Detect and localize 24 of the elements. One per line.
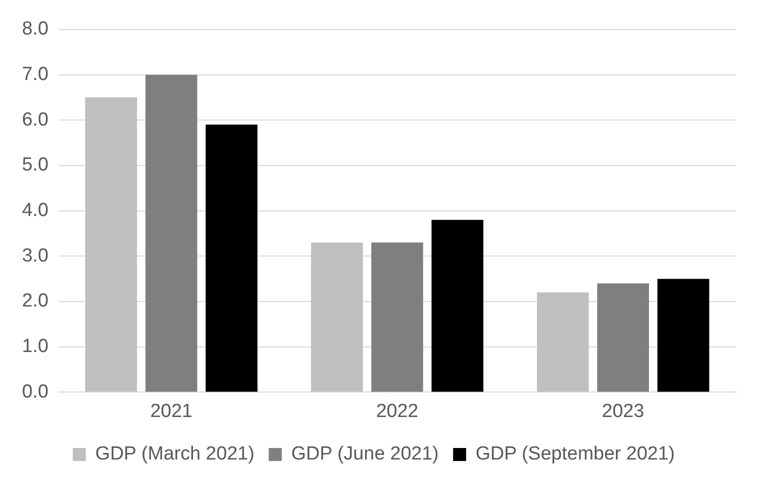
y-tick-label: 6.0 — [22, 109, 48, 130]
x-tick-label: 2021 — [150, 400, 192, 422]
bar — [206, 124, 258, 392]
bar — [597, 283, 649, 392]
legend-label: GDP (September 2021) — [476, 444, 675, 465]
bar — [85, 97, 138, 392]
y-tick-label: 1.0 — [22, 336, 48, 358]
y-tick-label: 5.0 — [22, 154, 48, 176]
legend-label: GDP (March 2021) — [95, 444, 254, 465]
bar — [145, 74, 198, 392]
y-tick-label: 4.0 — [22, 200, 48, 222]
bar — [432, 220, 484, 392]
bar — [311, 242, 363, 392]
bar — [536, 292, 589, 392]
y-tick-label: 7.0 — [22, 64, 48, 85]
y-tick-label: 3.0 — [22, 245, 48, 266]
legend-label: GDP (June 2021) — [291, 444, 439, 465]
bar — [657, 278, 710, 392]
x-tick-label: 2023 — [602, 400, 644, 422]
y-tick-label: 0.0 — [22, 381, 48, 402]
x-tick-label: 2022 — [376, 400, 418, 422]
y-tick-label: 8.0 — [22, 18, 48, 40]
bar — [371, 242, 424, 392]
y-tick-label: 2.0 — [22, 290, 48, 312]
